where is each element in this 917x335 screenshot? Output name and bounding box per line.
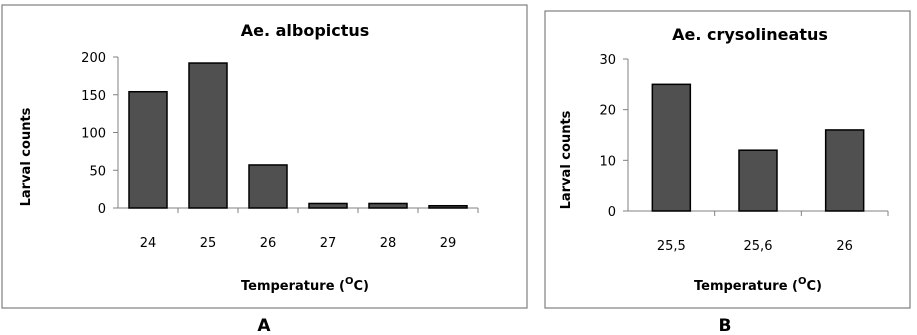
plot-area: 0 50 100 150 200 24 25 26 27 28 29 [81,51,479,251]
bar [368,202,408,209]
bar [738,149,778,212]
x-tick-label: 24 [140,236,157,251]
bar [428,204,468,209]
y-tick-label: 50 [89,164,106,179]
y-tick-label: 150 [81,89,106,104]
y-tick-label: 0 [98,202,106,217]
bar [188,62,228,209]
bar [128,90,168,209]
x-tick-label: 26 [260,236,277,251]
y-tick-label: 200 [81,51,106,66]
y-tick-label: 100 [81,127,106,142]
bar [824,129,865,212]
panel-label-b: B [719,316,732,335]
y-axis-label: Larval counts [559,110,574,209]
plot-area: 0 10 20 30 25,5 25,6 26 [599,53,889,254]
x-axis-label: Temperature (OC) [694,276,822,294]
chart-title: Ae. albopictus [241,21,370,40]
bar [651,83,692,212]
x-tick-label: 27 [320,236,337,251]
x-tick-label: 25,6 [744,239,773,254]
x-tick-label: 28 [380,236,397,251]
chart-panel-a: Ae. albopictus Larval counts Temperature… [1,4,528,309]
bar [248,164,288,209]
y-tick-label: 30 [599,53,616,68]
x-tick-label: 26 [836,239,853,254]
chart-panel-b: Ae. crysolineatus Larval counts Temperat… [544,10,911,309]
x-axis-label: Temperature (OC) [241,276,369,294]
y-tick-label: 20 [599,104,616,119]
y-tick-label: 10 [599,154,616,169]
y-tick-label: 0 [608,205,616,220]
x-tick-label: 25,5 [657,239,686,254]
x-tick-label: 25 [200,236,217,251]
panel-frame [1,4,528,309]
x-tick-label: 29 [440,236,457,251]
bar [308,202,348,209]
chart-title: Ae. crysolineatus [672,25,828,44]
panel-label-a: A [257,316,271,335]
y-axis-label: Larval counts [19,107,34,206]
